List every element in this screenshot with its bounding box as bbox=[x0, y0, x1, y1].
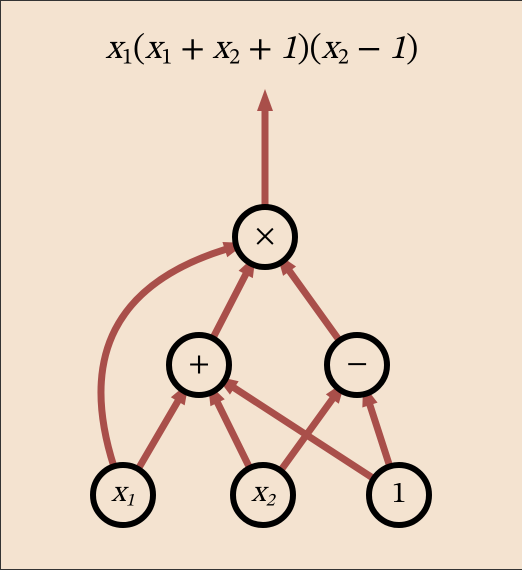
node-label: − bbox=[346, 350, 368, 380]
node-x2: x2 bbox=[233, 465, 293, 525]
node-label: + bbox=[188, 350, 210, 380]
node-one: 1 bbox=[369, 465, 429, 525]
node-label: x1 bbox=[111, 479, 134, 511]
node-minus: − bbox=[327, 335, 387, 395]
edges-layer bbox=[101, 89, 390, 479]
diagram-canvas: x1(x1 + x2 + 1)(x2 − 1) × + − x1 x2 1 bbox=[0, 0, 522, 570]
node-label: 1 bbox=[392, 480, 407, 510]
node-label: × bbox=[254, 222, 276, 252]
formula-expression: x1(x1 + x2 + 1)(x2 − 1) bbox=[1, 29, 522, 73]
node-plus: + bbox=[169, 335, 229, 395]
node-label: x2 bbox=[251, 479, 274, 511]
node-x1: x1 bbox=[93, 465, 153, 525]
node-mul: × bbox=[235, 207, 295, 267]
